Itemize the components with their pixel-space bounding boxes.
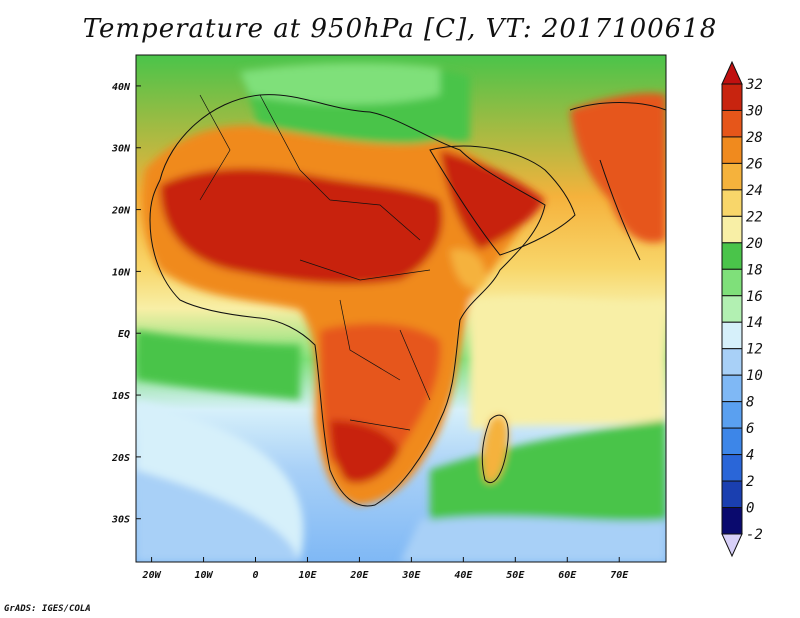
lon-tick-label: 40E: [454, 570, 473, 581]
colorbar-label: 24: [746, 183, 763, 199]
colorbar-label: 2: [746, 474, 754, 490]
lat-tick-label: 10S: [112, 391, 130, 402]
lat-tick-label: 10N: [112, 267, 131, 278]
colorbar-swatch: [721, 242, 743, 270]
colorbar-label: 4: [746, 448, 754, 464]
colorbar-swatch: [721, 401, 743, 429]
lat-tick-label: 40N: [112, 82, 131, 93]
colorbar-swatch: [721, 348, 743, 376]
colorbar-label: 32: [745, 77, 763, 93]
colorbar-swatch: [721, 162, 743, 191]
colorbar-swatch: [721, 480, 743, 509]
colorbar-swatch: [721, 507, 743, 535]
colorbar-label: 6: [746, 421, 754, 437]
colorbar-swatch: [721, 215, 743, 244]
colorbar-label: 14: [746, 315, 763, 331]
indian-ocean-warm: [470, 297, 666, 430]
kalahari-hot-core: [330, 420, 400, 484]
colorbar-label: 10: [746, 368, 763, 384]
sahel-hot-core: [160, 168, 443, 285]
colorbar-max-triangle: [721, 60, 743, 85]
lon-tick-label: 10W: [195, 570, 214, 581]
lat-tick-label: 20N: [111, 206, 131, 217]
colorbar-label: 30: [745, 103, 763, 119]
lat-tick-label: 30S: [111, 515, 130, 526]
lon-tick-label: 10E: [298, 570, 317, 581]
lon-tick-label: 20E: [349, 570, 369, 581]
colorbar-swatch: [721, 427, 743, 456]
arabia-hot-core: [440, 150, 545, 250]
ethiopia-highlands: [450, 249, 486, 289]
colorbar-swatch: [721, 454, 743, 482]
colorbar-label: 0: [746, 501, 754, 517]
ocean-mild-gulf: [136, 330, 300, 400]
map-field: [136, 55, 666, 562]
colorbar-label: 22: [746, 209, 763, 225]
colorbar-swatch: [721, 136, 743, 164]
arabia-coast: [429, 145, 576, 256]
coastlines: [149, 94, 666, 507]
india-coast: [569, 102, 666, 261]
colorbar-swatch: [721, 109, 743, 138]
colorbar-label: 18: [746, 262, 763, 278]
lon-tick-label: 70E: [610, 570, 629, 581]
map-frame: [135, 54, 667, 563]
lon-tick-label: 50E: [506, 570, 525, 581]
europe-cool: [240, 63, 440, 105]
colorbar-swatch: [721, 83, 743, 111]
colorbar-swatch: [721, 295, 743, 323]
country-borders: [199, 94, 431, 431]
africa-coast: [149, 94, 546, 507]
lat-tick-label: EQ: [118, 329, 130, 340]
colorbar-label: 20: [746, 236, 763, 252]
colorbar-label: 12: [746, 342, 763, 358]
madagascar-warm: [482, 415, 509, 483]
colorbar-label: 8: [746, 395, 754, 411]
colorbar-min-triangle: [721, 533, 743, 558]
longitude-axis: 20W 10W 0 10E 20E 30E 40E 50E 60E 70E: [142, 557, 629, 581]
colorbar-label: 26: [746, 156, 763, 172]
grads-credit: GrADS: IGES/COLA: [4, 604, 91, 614]
lon-tick-label: 30E: [401, 570, 421, 581]
colorbar-swatch: [721, 268, 743, 297]
colorbar-swatch: [721, 321, 743, 350]
colorbar-label: -2: [746, 527, 763, 543]
ocean-cold-southeast: [400, 510, 666, 562]
india-hot: [570, 93, 666, 243]
lon-tick-label: 60E: [558, 570, 577, 581]
colorbar-label: 28: [746, 130, 763, 146]
ocean-cold-southwest: [136, 470, 300, 562]
latitude-axis: 40N 30N 20N 10N EQ 10S 20S 30S: [111, 82, 141, 526]
ocean-mild-southeast: [430, 420, 666, 522]
colorbar-swatch: [721, 374, 743, 403]
lon-tick-label: 0: [252, 570, 258, 581]
lon-tick-label: 20W: [142, 570, 162, 581]
madagascar-coast: [481, 414, 509, 483]
colorbar-swatch: [721, 189, 743, 217]
chart-title: Temperature at 950hPa [C], VT: 201710061…: [82, 14, 718, 44]
colorbar-label: 16: [746, 289, 763, 305]
lat-tick-label: 20S: [111, 453, 130, 464]
lat-tick-label: 30N: [111, 144, 131, 155]
